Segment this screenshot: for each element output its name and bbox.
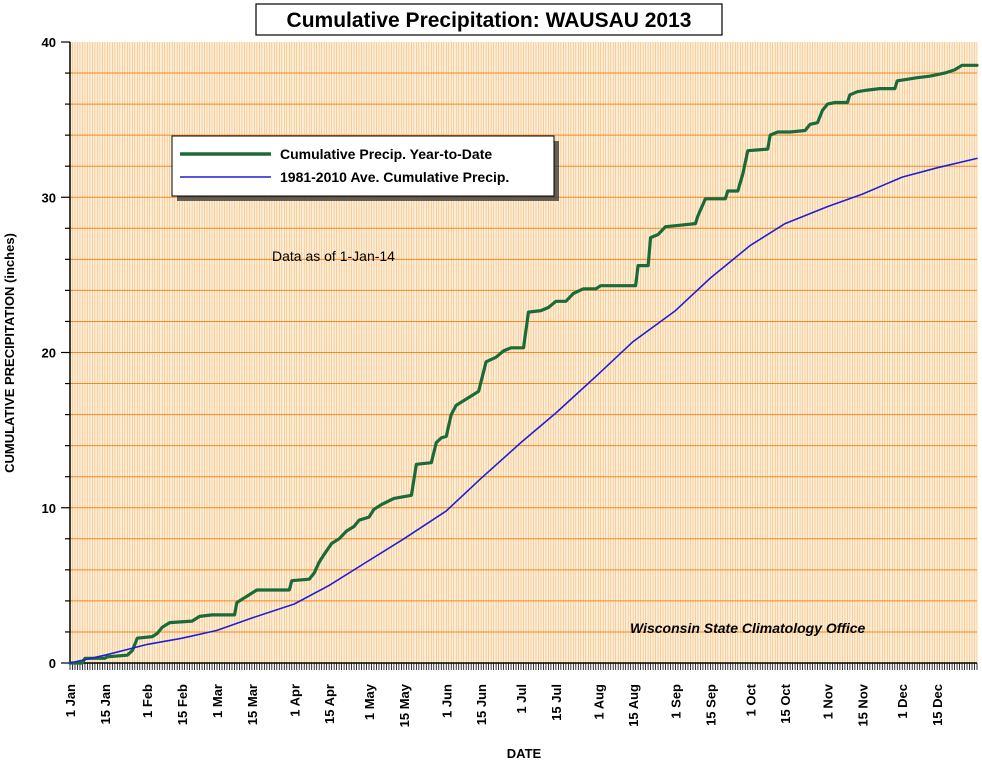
x-tick-label: 15 May	[397, 683, 412, 727]
x-tick-label: 15 Aug	[626, 684, 641, 727]
data-as-of-note: Data as of 1-Jan-14	[272, 248, 395, 264]
y-tick-label: 40	[42, 35, 56, 50]
x-tick-label: 1 Oct	[743, 683, 758, 716]
chart-title: Cumulative Precipitation: WAUSAU 2013	[287, 9, 692, 32]
series-line-ytd	[68, 63, 979, 665]
y-tick-label: 10	[42, 501, 56, 516]
y-tick-label: 30	[42, 190, 56, 205]
x-tick-label: 15 Feb	[175, 684, 190, 725]
x-tick-label: 15 Oct	[778, 683, 793, 723]
x-tick-label: 1 Jun	[439, 684, 454, 718]
y-tick-label: 20	[42, 346, 56, 361]
x-tick-label: 1 Jan	[63, 684, 78, 717]
x-tick-label: 1 Nov	[820, 683, 835, 719]
x-tick-label: 1 Feb	[140, 684, 155, 718]
x-tick-label: 1 May	[362, 683, 377, 720]
x-tick-label: 1 Mar	[210, 684, 225, 718]
x-axis-label: DATE	[507, 746, 542, 761]
x-tick-label: 15 Apr	[322, 684, 337, 724]
y-tick-label: 0	[49, 656, 56, 671]
legend: Cumulative Precip. Year-to-Date 1981-201…	[171, 135, 559, 201]
x-tick-label: 1 Dec	[895, 684, 910, 719]
x-tick-label: 1 Jul	[514, 684, 529, 714]
x-tick-label: 1 Aug	[591, 684, 606, 720]
x-tick-label: 15 Mar	[245, 684, 260, 725]
x-tick-label: 15 Jan	[98, 684, 113, 725]
legend-label-average: 1981-2010 Ave. Cumulative Precip.	[280, 169, 509, 185]
y-axis-label: CUMULATIVE PRECIPITATION (inches)	[2, 233, 17, 473]
x-tick-label: 1 Apr	[287, 684, 302, 717]
x-tick-label: 15 Sep	[703, 684, 718, 726]
x-tick-label: 15 Nov	[855, 683, 870, 726]
series-line-average	[69, 157, 978, 664]
x-tick-label: 15 Jul	[549, 684, 564, 721]
legend-box	[171, 135, 555, 197]
legend-label-ytd: Cumulative Precip. Year-to-Date	[280, 146, 492, 162]
x-tick-label: 1 Sep	[668, 684, 683, 719]
title-box	[255, 3, 723, 36]
credit-text: Wisconsin State Climatology Office	[630, 620, 866, 636]
x-tick-label: 15 Dec	[930, 684, 945, 726]
x-tick-label: 15 Jun	[474, 684, 489, 725]
